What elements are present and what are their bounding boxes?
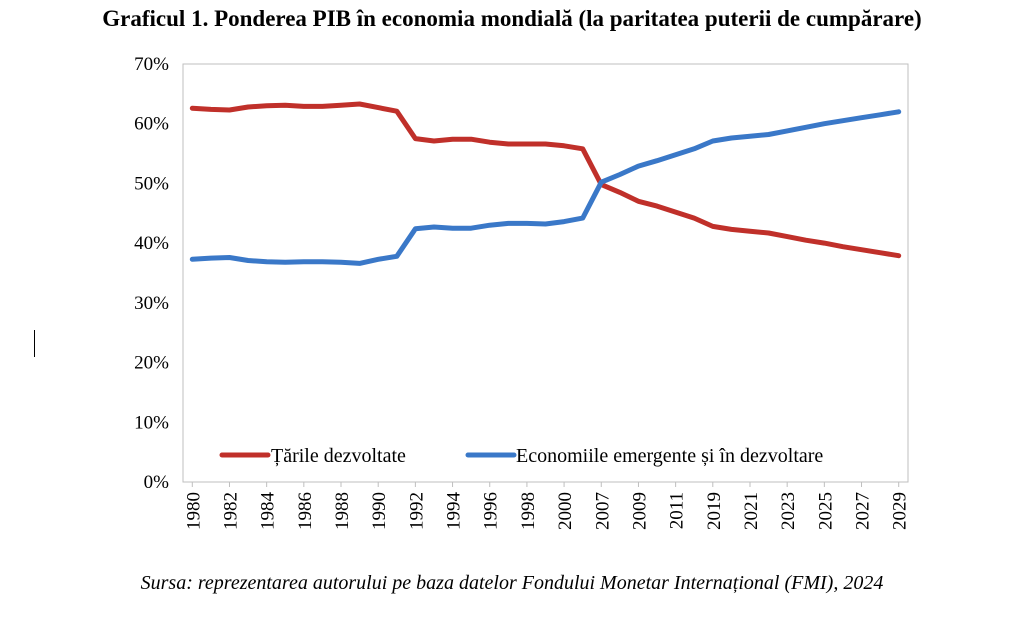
y-tick-label: 50% [134, 173, 169, 194]
y-tick-label: 10% [134, 412, 169, 433]
x-tick-label: 2009 [629, 492, 650, 530]
series-line-emerging [189, 109, 902, 266]
x-tick-label: 2025 [815, 492, 836, 530]
x-tick-label: 2029 [890, 492, 911, 530]
x-tick-label: 2007 [592, 492, 613, 530]
y-tick-label: 0% [144, 472, 170, 493]
x-tick-label: 1988 [332, 492, 353, 530]
x-tick-label: 1992 [406, 492, 427, 530]
x-tick-label: 2000 [555, 492, 576, 530]
x-tick-label: 1990 [369, 492, 390, 530]
y-tick-label: 60% [134, 114, 169, 135]
y-tick-label: 30% [134, 293, 169, 314]
x-tick-label: 2021 [741, 492, 762, 530]
chart-title: Graficul 1. Ponderea PIB în economia mon… [102, 6, 922, 31]
y-tick-label: 70% [134, 54, 169, 75]
x-tick-label: 1986 [295, 492, 316, 530]
x-tick-label: 2023 [778, 492, 799, 530]
x-tick-label: 2011 [667, 492, 688, 529]
x-tick-label: 1980 [183, 492, 204, 530]
x-tick-label: 1982 [220, 492, 241, 530]
x-tick-label: 1994 [444, 492, 465, 531]
plot-area-border [182, 63, 909, 483]
series-line-developed [189, 101, 902, 259]
x-tick-label: 2019 [704, 492, 725, 530]
x-tick-label: 1998 [518, 492, 539, 530]
x-tick-label: 1984 [258, 492, 279, 531]
source-caption: Sursa: reprezentarea autorului pe baza d… [140, 572, 884, 594]
y-tick-label: 20% [134, 353, 169, 374]
legend-label-developed: Țările dezvoltate [271, 445, 406, 467]
x-tick-label: 1996 [481, 492, 502, 530]
x-tick-label: 2027 [853, 492, 874, 530]
legend-label-emerging: Economiile emergente și în dezvoltare [516, 445, 823, 467]
y-tick-label: 40% [134, 233, 169, 254]
text-cursor [34, 330, 35, 357]
